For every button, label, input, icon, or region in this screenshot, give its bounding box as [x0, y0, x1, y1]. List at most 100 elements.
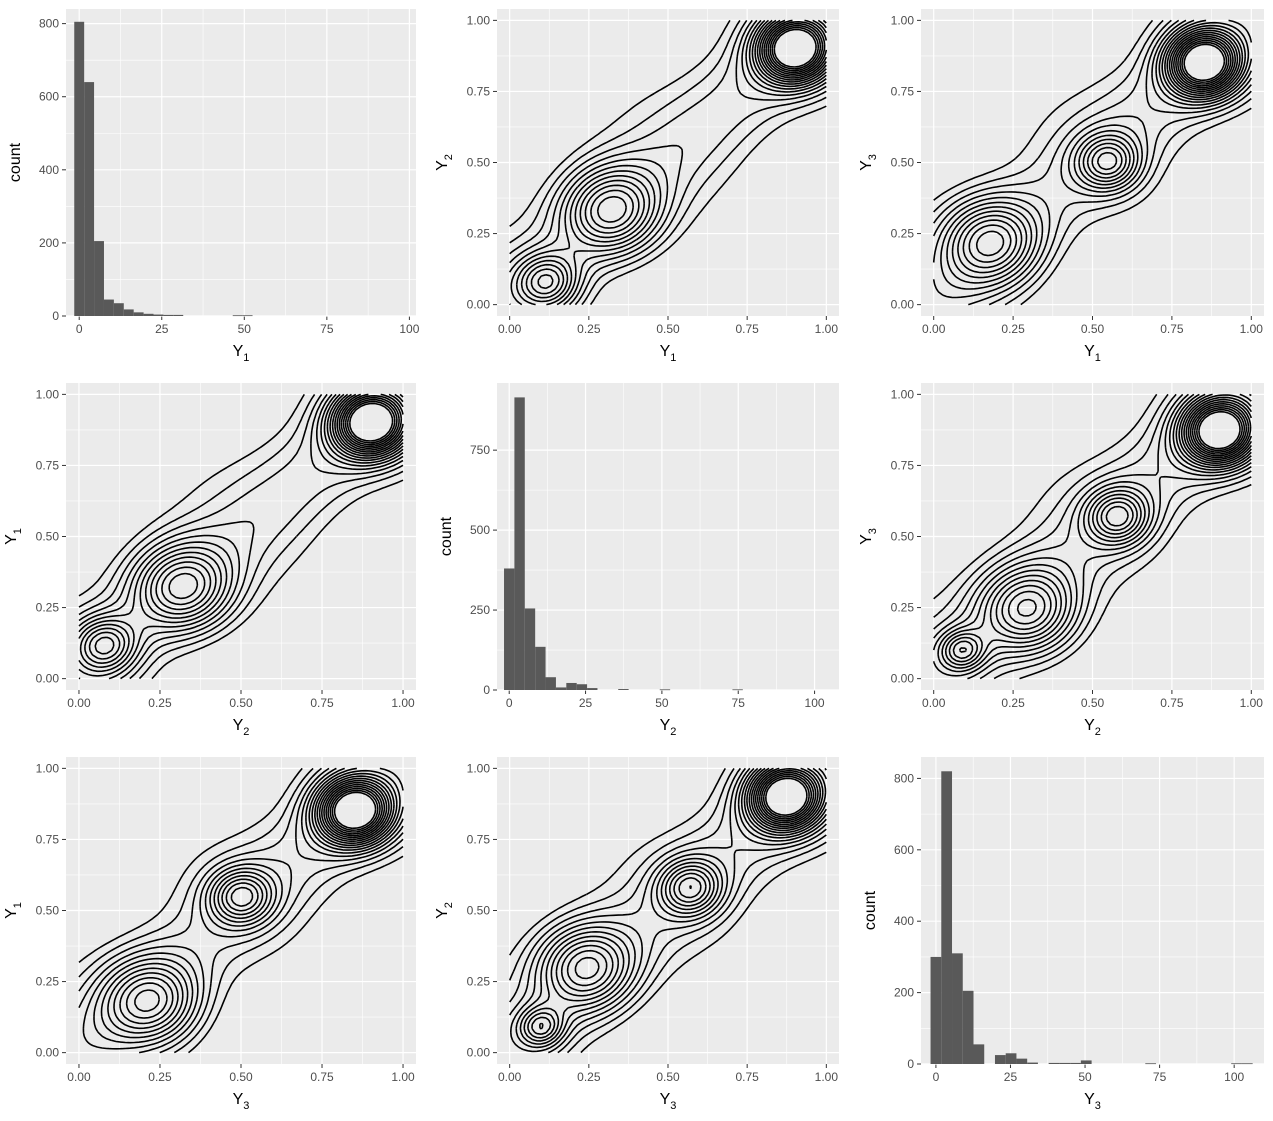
histogram-bar	[94, 241, 104, 316]
y-tick-label: 500	[470, 523, 490, 537]
y-tick-label: 600	[39, 90, 59, 104]
y-tick-label: 0.00	[36, 672, 60, 686]
x-tick-label: 0.25	[1001, 322, 1025, 336]
contour-line	[509, 19, 827, 306]
contour-line	[509, 19, 827, 305]
histogram-bar	[1145, 1063, 1157, 1065]
x-tick-label: 0.75	[310, 1070, 334, 1084]
contour-line	[530, 19, 827, 295]
x-tick-label: 0.00	[67, 696, 91, 710]
histogram-bar	[514, 397, 525, 690]
y-tick-label: 0.00	[36, 1046, 60, 1060]
contour-line	[78, 767, 404, 1054]
x-tick-label: 0.25	[148, 696, 172, 710]
contour-line	[946, 19, 1253, 284]
y-axis-title: count	[862, 890, 879, 930]
panel-1-3: 0.00 0.25 0.50 0.75 1.00 0.00 0.25 0.50 0.75 1.00…	[858, 9, 1264, 364]
contour-line	[962, 27, 1244, 269]
y-tick-label: 0.00	[467, 298, 491, 312]
histogram-bar	[1027, 1062, 1038, 1064]
x-tick-label: 1.00	[1240, 322, 1264, 336]
panel-2-3: 0.00 0.25 0.50 0.75 1.00 0.00 0.25 0.50 0.75 1.00…	[858, 383, 1264, 738]
y-axis-title: Y1	[3, 902, 24, 919]
x-tick-label: 0.00	[922, 322, 946, 336]
y-tick-label: 0.75	[891, 84, 915, 98]
contour-line	[760, 773, 813, 820]
contour-lines	[932, 19, 1253, 306]
x-tick-label: 75	[732, 696, 746, 710]
contour-line	[944, 393, 1252, 666]
contour-line	[1175, 35, 1234, 89]
contour-line	[1189, 403, 1250, 457]
y-axis-title: count	[7, 142, 24, 182]
contour-line	[78, 767, 404, 1054]
x-tick-label: 50	[655, 696, 669, 710]
contour-line	[525, 19, 827, 299]
contour-line	[78, 767, 404, 1054]
x-axis-title: Y1	[1084, 343, 1101, 364]
y-tick-label: 0	[52, 309, 59, 323]
contour-line	[78, 393, 404, 673]
histogram-bar	[143, 313, 154, 316]
contour-line	[515, 767, 827, 1049]
contour-line	[344, 398, 398, 446]
panel-background	[66, 9, 416, 316]
x-tick-label: 0.50	[656, 1070, 680, 1084]
contour-line	[510, 19, 827, 306]
contour-line	[1191, 405, 1248, 455]
contour-line	[1181, 41, 1228, 83]
y-tick-label: 0.25	[891, 601, 915, 615]
x-tick-label: 0.50	[1081, 322, 1105, 336]
contour-line	[338, 393, 404, 451]
contour-line	[539, 767, 824, 1030]
contour-line	[765, 21, 826, 75]
histogram-bar	[535, 646, 546, 690]
contour-line	[771, 26, 819, 70]
x-tick-label: 0.75	[735, 1070, 759, 1084]
histogram-bar	[952, 953, 963, 1064]
y-tick-label: 1.00	[36, 761, 60, 775]
contour-lines	[932, 393, 1253, 680]
contour-line	[933, 393, 1252, 680]
panel-2-1: 0.00 0.25 0.50 0.75 1.00 0.00 0.25 0.50 0.75 1.00…	[3, 383, 416, 738]
y-tick-label: 0.25	[36, 975, 60, 989]
x-tick-label: 0.75	[1160, 322, 1184, 336]
contour-line	[932, 393, 1252, 677]
contour-line	[515, 19, 827, 306]
contour-line	[509, 19, 827, 306]
contour-line	[756, 769, 817, 824]
x-tick-label: 0.00	[922, 696, 946, 710]
contour-lines	[78, 767, 404, 1054]
contour-line	[508, 19, 827, 306]
x-tick-label: 50	[238, 322, 252, 336]
histogram-bar	[74, 21, 85, 317]
contour-line	[951, 21, 1250, 279]
histogram-bar	[1016, 1058, 1028, 1064]
x-tick-label: 25	[579, 696, 593, 710]
contour-line	[933, 393, 1252, 680]
y-tick-label: 0.75	[467, 832, 491, 846]
contour-line	[509, 767, 827, 1054]
panel-1-2: 0.00 0.25 0.50 0.75 1.00 0.00 0.25 0.50 0.75 1.00…	[434, 9, 839, 364]
y-tick-label: 0.25	[467, 975, 491, 989]
y-tick-label: 400	[39, 163, 59, 177]
contour-line	[1193, 407, 1246, 453]
contour-line	[113, 772, 398, 1030]
panel-1-1: 0 25 50 75 100 0 200 400 600 800 Y1 count	[7, 9, 420, 364]
y-tick-label: 800	[39, 17, 59, 31]
y-tick-label: 750	[470, 443, 490, 457]
x-tick-label: 0.00	[498, 1070, 522, 1084]
contour-line	[100, 767, 404, 1039]
contour-line	[975, 31, 1239, 257]
x-tick-label: 1.00	[391, 696, 415, 710]
contour-line	[933, 19, 1252, 306]
panel-background	[921, 757, 1264, 1064]
x-tick-label: 0.25	[1001, 696, 1025, 710]
contour-line	[331, 789, 379, 831]
contour-line	[323, 781, 388, 839]
y-tick-label: 0.25	[891, 227, 915, 241]
histogram-bar	[84, 82, 95, 316]
histogram-bar	[1048, 1062, 1060, 1064]
histogram-bar	[173, 314, 184, 316]
contour-line	[107, 769, 401, 1034]
